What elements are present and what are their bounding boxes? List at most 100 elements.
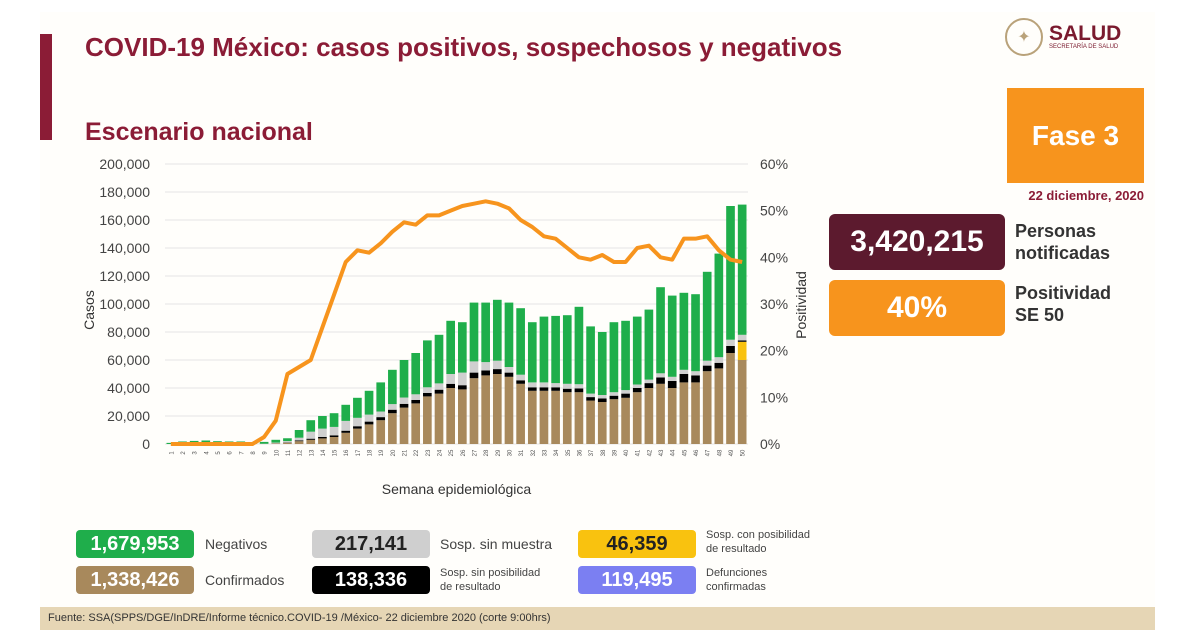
x-tick-label: 23 — [426, 449, 432, 456]
bar-confirmados — [714, 368, 724, 444]
x-tick-label: 21 — [403, 449, 409, 456]
bar-confirmados — [656, 383, 665, 444]
bar-sosp-sin-muestra — [644, 379, 654, 384]
bar-sosp-sin-posibilidad-de-resultado — [469, 372, 479, 379]
bar-confirmados — [469, 378, 479, 444]
x-tick-label: 3 — [193, 451, 199, 455]
x-tick-label: 10 — [274, 449, 280, 456]
bar-negativos — [306, 420, 316, 432]
bar-sosp-sin-muestra — [469, 361, 479, 373]
y2-tick-label: 50% — [760, 203, 788, 219]
bar-sosp-sin-muestra — [597, 395, 607, 399]
bar-sosp-sin-muestra — [656, 373, 665, 378]
bar-confirmados — [318, 438, 327, 444]
bar-negativos — [411, 353, 421, 395]
x-tick-label: 5 — [216, 451, 222, 455]
x-tick-label: 34 — [554, 449, 560, 456]
bar-sosp-sin-muestra — [562, 383, 572, 389]
legend-con-posibilidad-label: Sosp. con posibilidad de resultado — [706, 528, 810, 556]
y-tick-label: 80,000 — [107, 324, 150, 340]
accent-bar — [40, 34, 52, 140]
bar-confirmados — [376, 420, 386, 444]
bar-negativos — [492, 299, 502, 361]
bar-negativos — [353, 397, 362, 418]
x-tick-label: 36 — [577, 449, 583, 456]
bar-sosp-sin-muestra — [329, 426, 339, 436]
positividad-label: Positividad SE 50 — [1015, 282, 1111, 326]
bar-sosp-sin-posibilidad-de-resultado — [458, 385, 467, 390]
x-tick-label: 37 — [589, 449, 595, 456]
y-axis-label: Casos — [81, 290, 97, 330]
x-axis-label: Semana epidemiológica — [382, 481, 532, 497]
bar-confirmados — [527, 390, 537, 444]
bar-confirmados — [609, 399, 619, 444]
bar-sosp-sin-muestra — [492, 360, 502, 370]
bar-sosp-sin-posibilidad-de-resultado — [562, 388, 572, 393]
x-tick-label: 35 — [566, 449, 572, 456]
x-tick-label: 4 — [204, 451, 210, 455]
page-title: COVID-19 México: casos positivos, sospec… — [85, 32, 843, 62]
bar-confirmados — [446, 388, 455, 444]
label-line-1: Defunciones — [706, 567, 768, 579]
bar-negativos — [469, 302, 479, 362]
bar-negativos — [562, 315, 572, 384]
x-tick-label: 12 — [298, 449, 304, 456]
notificadas-label: Personas notificadas — [1015, 220, 1110, 264]
bar-sosp-sin-posibilidad-de-resultado — [399, 403, 409, 408]
bar-negativos — [364, 390, 374, 415]
x-tick-label: 13 — [309, 449, 315, 456]
bar-sosp-sin-posibilidad-de-resultado — [329, 435, 339, 437]
bar-sosp-sin-posibilidad-de-resultado — [504, 372, 514, 377]
y2-tick-label: 60% — [760, 156, 788, 172]
x-tick-label: 45 — [682, 449, 688, 456]
y2-axis-label: Positividad — [793, 271, 809, 339]
bar-sosp-sin-muestra — [726, 339, 735, 346]
y2-tick-label: 10% — [760, 389, 788, 405]
bar-sosp-sin-muestra — [434, 383, 444, 390]
positividad-label-1: Positividad — [1015, 283, 1112, 303]
bar-sosp-sin-muestra — [306, 431, 316, 439]
bar-sosp-sin-muestra — [446, 374, 455, 384]
bar-negativos — [714, 253, 724, 358]
bar-confirmados — [294, 441, 304, 444]
label-line-2: de resultado — [706, 543, 767, 555]
x-tick-label: 20 — [391, 449, 397, 456]
bar-confirmados — [306, 439, 316, 444]
positividad-label-2: SE 50 — [1015, 305, 1065, 325]
bar-sosp-sin-posibilidad-de-resultado — [446, 383, 455, 388]
bar-sosp-sin-posibilidad-de-resultado — [702, 365, 712, 372]
bar-sosp-sin-posibilidad-de-resultado — [434, 389, 444, 394]
y-tick-label: 120,000 — [99, 268, 150, 284]
bar-sosp-sin-muestra — [399, 397, 409, 404]
y-tick-label: 20,000 — [107, 408, 150, 424]
bar-confirmados — [492, 374, 502, 444]
bar-sosp-sin-muestra — [702, 360, 712, 366]
bar-sosp-con-posibilidad-de-resultado — [737, 341, 747, 360]
bar-negativos — [679, 292, 689, 370]
bar-negativos — [283, 438, 292, 442]
bar-sosp-sin-muestra — [539, 382, 549, 388]
bar-negativos — [329, 413, 339, 427]
bar-sosp-sin-muestra — [679, 369, 689, 374]
bar-sosp-sin-muestra — [504, 367, 514, 373]
x-tick-label: 16 — [344, 449, 350, 456]
x-tick-label: 49 — [729, 449, 735, 456]
bar-negativos — [609, 322, 619, 393]
notificadas-label-2: notificadas — [1015, 243, 1111, 263]
x-tick-label: 11 — [286, 449, 292, 456]
bar-confirmados — [644, 388, 654, 444]
bar-sosp-sin-muestra — [609, 392, 619, 396]
bar-sosp-sin-posibilidad-de-resultado — [656, 377, 665, 384]
source-footer: Fuente: SSA(SPPS/DGE/InDRE/Informe técni… — [40, 607, 1155, 630]
x-tick-label: 28 — [484, 449, 490, 456]
label-line-1: Sosp. sin posibilidad — [440, 567, 541, 579]
bar-sosp-sin-posibilidad-de-resultado — [551, 387, 560, 391]
y2-tick-label: 30% — [760, 296, 788, 312]
salud-logo: ✦ SALUD SECRETARÍA DE SALUD — [1005, 18, 1121, 56]
bar-sosp-sin-posibilidad-de-resultado — [411, 399, 421, 404]
bar-sosp-sin-posibilidad-de-resultado — [353, 426, 362, 429]
bar-confirmados — [574, 392, 584, 444]
bar-confirmados — [364, 424, 374, 444]
y-tick-label: 200,000 — [99, 156, 150, 172]
